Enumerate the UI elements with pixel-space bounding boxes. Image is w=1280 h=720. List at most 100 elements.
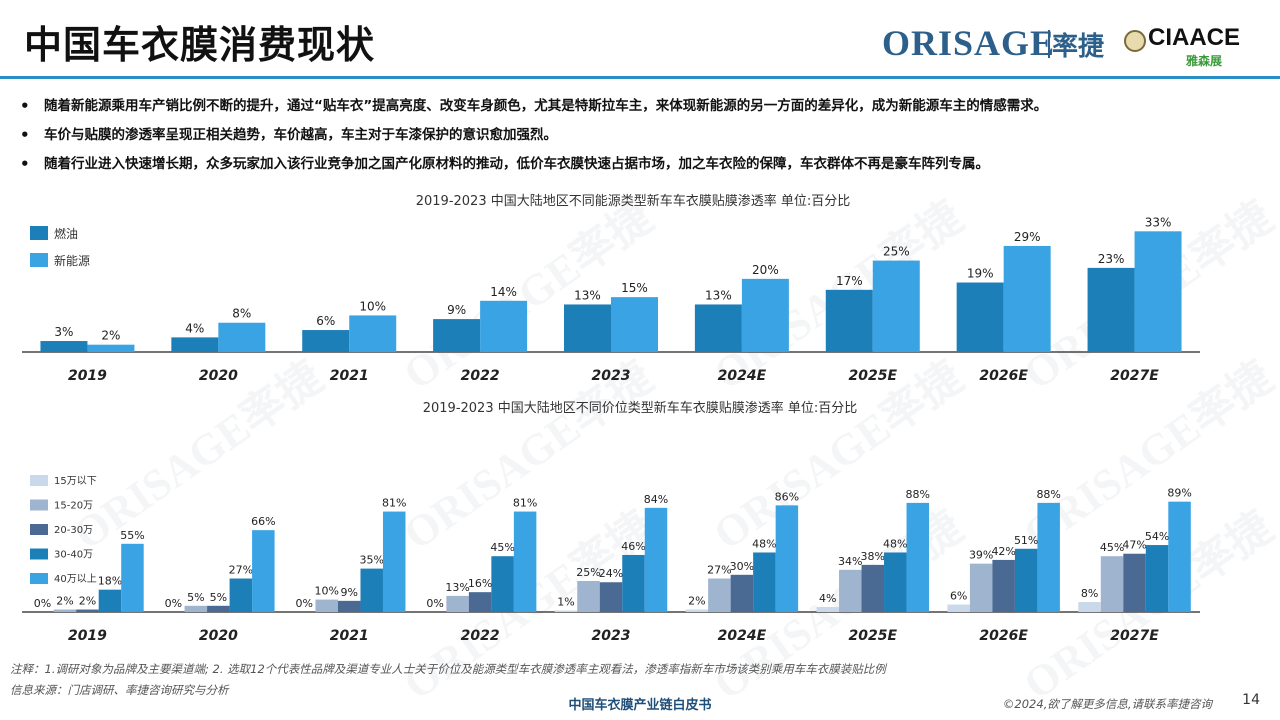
header-divider <box>0 76 1280 79</box>
category-label: 2023 <box>592 628 631 644</box>
data-label: 48% <box>883 537 907 550</box>
data-label: 45% <box>490 541 514 554</box>
bar <box>992 559 1015 612</box>
data-label: 15% <box>621 281 648 295</box>
category-label: 2022 <box>461 628 500 644</box>
bar <box>694 304 742 352</box>
bar <box>622 554 645 612</box>
footer-report-title: 中国车衣膜产业链白皮书 <box>568 698 712 713</box>
data-label: 88% <box>906 488 930 501</box>
category-label: 2024E <box>718 628 767 644</box>
category-label: 2021 <box>330 628 369 644</box>
bar <box>1168 501 1191 612</box>
category-label: 2021 <box>330 368 369 384</box>
bar <box>644 507 668 612</box>
data-label: 2% <box>688 595 705 608</box>
footnote: 注释：1.调研对象为品牌及主要渠道端; 2. 选取12个代表性品牌及渠道专业人士… <box>10 662 886 676</box>
data-label: 81% <box>382 497 406 510</box>
bar <box>184 605 208 612</box>
footer-copyright: ©2024,欲了解更多信息,请联系率捷咨询 <box>1002 697 1212 711</box>
data-label: 9% <box>340 586 357 599</box>
data-label: 0% <box>426 597 443 610</box>
bar <box>87 344 135 352</box>
bar <box>480 300 528 352</box>
bar <box>229 578 253 612</box>
bullet-item: 随着行业进入快速增长期，众多玩家加入该行业竞争加之国产化原材料的推动，低价车衣膜… <box>18 150 1268 179</box>
bullet-item: 车价与贴膜的渗透率呈现正相关趋势，车价越高，车主对于车漆保护的意识愈加强烈。 <box>18 121 1268 150</box>
category-label: 2023 <box>592 368 631 384</box>
legend-label: 20-30万 <box>54 525 93 536</box>
bar <box>1134 231 1182 352</box>
bar <box>207 605 230 612</box>
data-label: 54% <box>1145 530 1169 543</box>
logo-divider <box>1048 30 1050 58</box>
data-label: 10% <box>314 585 338 598</box>
bar <box>349 315 397 352</box>
data-label: 2% <box>101 329 120 343</box>
data-label: 14% <box>490 285 517 299</box>
legend-swatch <box>30 548 48 560</box>
orisage-logo: ORISAGE <box>882 23 1056 63</box>
bar <box>611 297 658 352</box>
bar <box>218 322 266 352</box>
data-label: 55% <box>120 529 144 542</box>
category-label: 2020 <box>199 628 238 644</box>
data-label: 19% <box>967 267 994 281</box>
data-label: 39% <box>969 549 993 562</box>
data-label: 8% <box>232 307 251 321</box>
source-note: 信息来源：门店调研、率捷咨询研究与分析 <box>10 683 229 697</box>
bar <box>969 563 993 612</box>
data-label: 27% <box>707 564 731 577</box>
bar <box>53 609 77 612</box>
data-label: 23% <box>1098 252 1125 266</box>
category-label: 2027E <box>1110 628 1159 644</box>
bar <box>872 260 920 352</box>
data-label: 6% <box>950 590 967 603</box>
category-label: 2020 <box>199 368 238 384</box>
bar <box>1003 245 1051 352</box>
bar <box>382 511 406 612</box>
category-label: 2025E <box>849 368 898 384</box>
bar <box>491 556 514 612</box>
data-label: 13% <box>574 288 601 302</box>
category-label: 2027E <box>1110 368 1159 384</box>
energy-type-chart: 2019-2023 中国大陆地区不同能源类型新车车衣膜贴膜渗透率 单位:百分比 3… <box>22 193 1200 384</box>
data-label: 29% <box>1014 230 1041 244</box>
data-label: 10% <box>359 299 386 313</box>
data-label: 25% <box>883 245 910 259</box>
category-label: 2026E <box>979 628 1028 644</box>
data-label: 24% <box>599 567 623 580</box>
bar <box>1087 267 1135 352</box>
data-label: 9% <box>447 303 466 317</box>
data-label: 66% <box>251 515 275 528</box>
bar <box>730 574 754 612</box>
data-label: 4% <box>819 592 836 605</box>
bar <box>599 582 623 612</box>
data-label: 1% <box>557 596 574 609</box>
data-label: 84% <box>644 493 668 506</box>
data-label: 88% <box>1036 488 1060 501</box>
bar <box>554 610 578 612</box>
bar <box>337 600 361 612</box>
data-label: 16% <box>468 577 492 590</box>
bar <box>315 599 338 612</box>
bar <box>1123 553 1146 612</box>
bar <box>1145 545 1169 612</box>
chart-title: 2019-2023 中国大陆地区不同能源类型新车车衣膜贴膜渗透率 单位:百分比 <box>416 193 851 209</box>
bar <box>685 609 709 612</box>
bar <box>564 304 611 352</box>
data-label: 0% <box>34 597 51 610</box>
bar <box>76 609 99 612</box>
data-label: 47% <box>1122 539 1146 552</box>
bar <box>513 511 537 612</box>
legend-label: 燃油 <box>54 226 78 241</box>
category-label: 2022 <box>461 368 500 384</box>
data-label: 0% <box>295 597 312 610</box>
bar <box>825 289 873 352</box>
ciaace-seal-icon <box>1124 30 1146 52</box>
legend-swatch <box>30 573 48 584</box>
data-label: 89% <box>1167 487 1191 500</box>
category-label: 2019 <box>68 628 107 644</box>
price-range-chart: 2019-2023 中国大陆地区不同价位类型新车车衣膜贴膜渗透率 单位:百分比 0… <box>22 400 1200 644</box>
legend-label: 新能源 <box>54 253 90 268</box>
